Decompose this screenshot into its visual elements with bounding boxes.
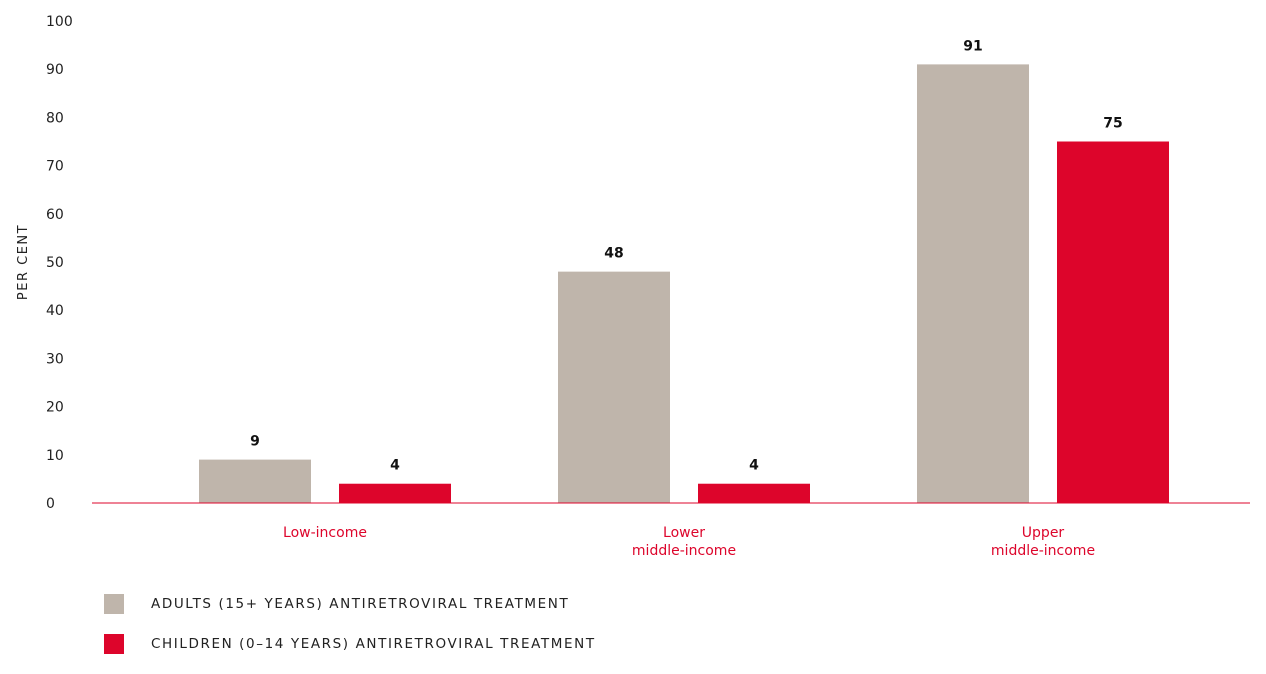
- bar-children: [1057, 141, 1169, 503]
- y-tick-label: 60: [46, 207, 64, 223]
- category-label-line: middle-income: [991, 543, 1095, 559]
- category-labels: Low-income Lower middle-income Upper middle-…: [283, 525, 1095, 559]
- legend-item-adults: ADULTS (15+ YEARS) ANTIRETROVIRAL TREATM…: [104, 593, 596, 614]
- data-label-adults: 48: [604, 246, 623, 262]
- category-label-line: Upper: [1022, 525, 1065, 541]
- y-tick-label: 10: [46, 448, 64, 464]
- data-label-adults: 9: [250, 434, 260, 450]
- y-axis-label: PER CENT: [16, 224, 31, 300]
- bar-adults: [917, 64, 1029, 503]
- bar-children: [339, 483, 451, 503]
- legend-item-children: CHILDREN (0–14 YEARS) ANTIRETROVIRAL TRE…: [104, 633, 596, 654]
- data-label-adults: 91: [963, 38, 982, 54]
- y-tick-label: 20: [46, 400, 64, 416]
- legend-label-children: CHILDREN (0–14 YEARS) ANTIRETROVIRAL TRE…: [151, 635, 596, 652]
- y-axis-ticks: 0 10 20 30 40 50 60 70 80 90 100: [46, 14, 73, 512]
- legend-swatch-adults: [104, 593, 124, 614]
- bar-adults: [199, 459, 311, 503]
- y-tick-label: 80: [46, 110, 64, 126]
- y-tick-label: 50: [46, 255, 64, 271]
- y-tick-label: 30: [46, 351, 64, 367]
- category-label: Upper middle-income: [991, 525, 1095, 559]
- category-label-line: Lower: [663, 525, 705, 541]
- data-label-children: 75: [1103, 116, 1122, 132]
- legend-label-adults: ADULTS (15+ YEARS) ANTIRETROVIRAL TREATM…: [151, 595, 570, 612]
- category-label: Low-income: [283, 525, 367, 541]
- category-label-line: middle-income: [632, 543, 736, 559]
- data-label-children: 4: [390, 458, 400, 474]
- bar-adults: [558, 271, 670, 503]
- bar-chart: 0 10 20 30 40 50 60 70 80 90 100 PER CENT 9 48 91 4 4 7…: [16, 14, 1250, 559]
- y-tick-label: 40: [46, 303, 64, 319]
- y-tick-label: 100: [46, 14, 73, 30]
- category-label-line: Low-income: [283, 525, 367, 541]
- data-label-children: 4: [749, 458, 759, 474]
- legend: ADULTS (15+ YEARS) ANTIRETROVIRAL TREATM…: [104, 593, 596, 674]
- legend-swatch-children: [104, 633, 124, 654]
- y-tick-label: 90: [46, 62, 64, 78]
- category-label: Lower middle-income: [632, 525, 736, 559]
- y-tick-label: 70: [46, 159, 64, 175]
- bar-children: [698, 483, 810, 503]
- bars: 9 48 91 4 4 75: [199, 38, 1169, 503]
- y-tick-label: 0: [46, 496, 55, 512]
